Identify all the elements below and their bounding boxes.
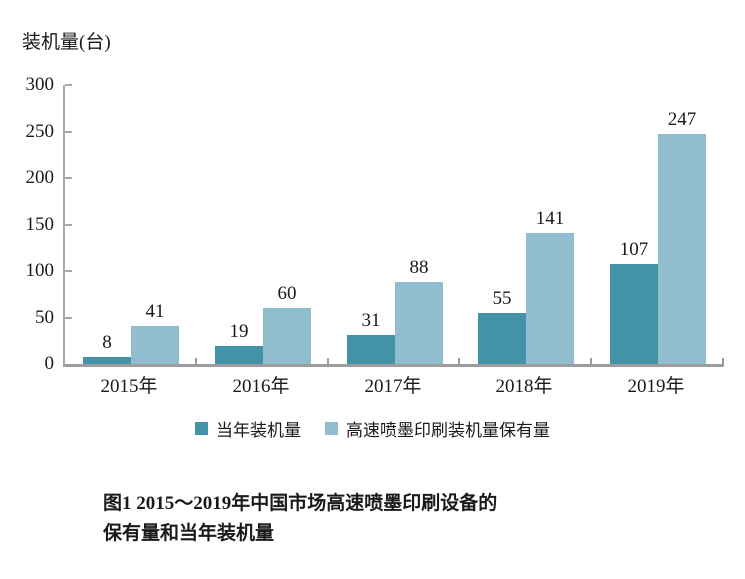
- legend-swatch-series1: [325, 422, 338, 435]
- bar-value-label-2016年-series1: 60: [277, 283, 297, 304]
- y-tick-label-0: 0: [44, 353, 55, 374]
- bar-2017年-series1: [395, 282, 443, 364]
- x-tick-mark-2: [327, 358, 329, 364]
- y-tick-mark-150: [65, 223, 72, 226]
- bar-2015年-series1: [131, 326, 179, 364]
- y-tick-label-50: 50: [35, 306, 54, 328]
- bar-2019年-series1: [658, 134, 706, 364]
- x-tick-label-2017年: 2017年: [364, 376, 422, 397]
- x-tick-mark-3: [458, 358, 460, 364]
- x-tick-mark-5: [722, 358, 724, 364]
- bar-2018年-series0: [478, 313, 526, 364]
- y-tick-mark-300: [65, 84, 72, 86]
- y-tick-mark-250: [65, 130, 72, 133]
- bar-value-label-2018年-series1: 141: [535, 208, 565, 229]
- y-tick-label-300: 300: [25, 74, 55, 95]
- bar-value-label-2015年-series0: 8: [102, 332, 112, 353]
- y-tick-mark-100: [65, 270, 72, 272]
- y-tick-mark-200: [65, 177, 72, 179]
- legend-label-series1: 高速喷墨印刷装机量保有量: [346, 421, 550, 440]
- x-tick-label-2015年: 2015年: [100, 376, 158, 397]
- bar-value-label-2019年-series1: 247: [667, 109, 697, 130]
- bar-2018年-series1: [526, 233, 574, 364]
- x-tick-label-2016年: 2016年: [232, 376, 290, 397]
- x-tick-mark-1: [195, 358, 197, 364]
- y-tick-mark-50: [65, 316, 72, 319]
- x-tick-label-2019年: 2019年: [627, 376, 685, 397]
- bar-value-label-2017年-series1: 88: [409, 257, 429, 278]
- legend: 当年装机量 高速喷墨印刷装机量保有量: [0, 416, 745, 441]
- bar-value-label-2016年-series0: 19: [229, 321, 249, 342]
- y-tick-label-150: 150: [25, 213, 55, 235]
- y-tick-label-250: 250: [25, 120, 55, 142]
- caption-line-2: 保有量和当年装机量: [103, 523, 275, 544]
- bar-2017年-series0: [347, 335, 395, 364]
- bar-value-label-2015年-series1: 41: [145, 301, 165, 322]
- bar-value-label-2018年-series0: 55: [492, 288, 512, 309]
- plot-area: 8 41 19 60 31 88 55 141 107 247: [63, 84, 724, 367]
- x-tick-label-2018年: 2018年: [495, 376, 553, 397]
- y-tick-label-200: 200: [25, 167, 55, 188]
- y-tick-label-100: 100: [25, 260, 55, 281]
- caption-line-1: 图1 2015～2019年中国市场高速喷墨印刷设备的: [103, 493, 498, 514]
- x-tick-mark-4: [590, 358, 592, 364]
- bar-2016年-series1: [263, 308, 311, 364]
- bar-2016年-series0: [215, 346, 263, 364]
- legend-label-series0: 当年装机量: [216, 421, 301, 440]
- bar-value-label-2017年-series0: 31: [361, 310, 381, 331]
- legend-item-series1: 高速喷墨印刷装机量保有量: [325, 416, 550, 441]
- figure-caption: 图1 2015～2019年中国市场高速喷墨印刷设备的 保有量和当年装机量: [103, 489, 497, 549]
- bar-2015年-series0: [83, 357, 131, 364]
- bar-value-label-2019年-series0: 107: [619, 239, 649, 260]
- legend-swatch-series0: [195, 422, 208, 435]
- legend-item-series0: 当年装机量: [195, 416, 301, 441]
- y-axis-title: 装机量(台): [22, 32, 111, 53]
- bar-2019年-series0: [610, 264, 658, 364]
